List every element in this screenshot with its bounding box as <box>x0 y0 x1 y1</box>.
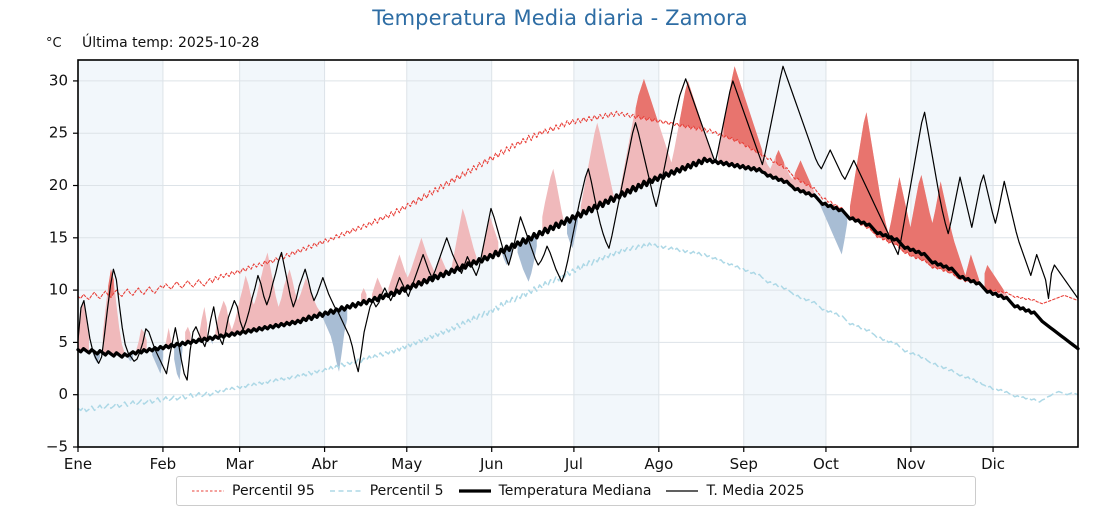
month-background-bands <box>78 60 1078 447</box>
x-tick-label: Feb <box>150 455 177 473</box>
fill-above-median <box>215 252 320 339</box>
x-tick-label: Oct <box>813 455 839 473</box>
legend-label: Percentil 5 <box>369 483 444 499</box>
fill-below-median <box>322 305 348 372</box>
last-temp-label: Última temp: 2025-10-28 <box>82 35 260 51</box>
x-tick-label: Nov <box>896 455 925 473</box>
anomaly-fill-layer <box>78 66 1010 381</box>
legend-label: Percentil 95 <box>232 483 315 499</box>
legend-line-sample <box>192 490 224 492</box>
fill-above-p95 <box>635 78 658 123</box>
legend-item[interactable]: Percentil 5 <box>315 477 444 505</box>
fill-below-median <box>517 233 537 282</box>
axis-tick-labels: −5 0 5 10 15 20 25 30 Ene Feb Mar Abr May Jun Jul Ago Se… <box>46 71 1005 473</box>
fill-above-median <box>165 327 172 348</box>
y-tick-label: 0 <box>58 385 68 403</box>
y-tick-label: 15 <box>49 228 68 246</box>
legend-line-sample <box>666 490 699 492</box>
series-line <box>76 156 1080 359</box>
fill-above-p95 <box>679 80 702 132</box>
fill-above-p95 <box>849 112 980 285</box>
fill-above-p95 <box>723 66 763 157</box>
fill-above-median <box>580 122 614 217</box>
series-line <box>77 242 1079 413</box>
y-tick-label: 5 <box>58 333 68 351</box>
plot-border <box>77 59 1079 448</box>
fill-below-median <box>152 346 164 374</box>
fill-above-median <box>542 168 565 235</box>
x-tick-label: Abr <box>312 455 339 473</box>
month-band <box>743 60 826 447</box>
legend-item[interactable]: T. Media 2025 <box>651 477 804 505</box>
legend-item[interactable]: Temperatura Mediana <box>444 477 652 505</box>
x-tick-label: Jul <box>564 455 583 473</box>
series-line <box>77 110 1079 305</box>
x-tick-label: Dic <box>981 455 1005 473</box>
legend-label: T. Media 2025 <box>706 483 805 499</box>
axis-frame <box>77 59 1079 448</box>
fill-above-p95 <box>795 160 812 189</box>
x-tick-label: May <box>391 455 422 473</box>
x-tick-label: Ago <box>644 455 673 473</box>
fill-above-median <box>198 306 208 342</box>
fill-above-p95 <box>984 265 1004 294</box>
fill-above-median <box>371 277 383 302</box>
y-tick-label: 10 <box>49 281 68 299</box>
fill-above-median <box>388 237 447 297</box>
legend-line-sample <box>329 490 362 492</box>
x-tick-label: Ene <box>64 455 92 473</box>
series-line <box>77 65 1079 381</box>
y-tick-label: 30 <box>49 71 68 89</box>
fill-above-median <box>185 326 191 345</box>
legend-line-sample <box>458 489 491 493</box>
y-tick-label: 20 <box>49 176 68 194</box>
x-tick-label: Mar <box>225 455 254 473</box>
fill-below-median <box>501 244 513 266</box>
month-band <box>993 60 1078 447</box>
legend-item[interactable]: Percentil 95 <box>177 477 315 505</box>
y-axis-unit-label: °C <box>46 36 62 51</box>
fill-below-median <box>819 201 848 255</box>
y-tick-label: 25 <box>49 124 68 142</box>
x-tick-label: Jun <box>479 455 503 473</box>
month-band <box>324 60 407 447</box>
legend-label: Temperatura Mediana <box>498 483 652 499</box>
x-tick-label: Sep <box>730 455 758 473</box>
series-line-layer <box>76 65 1080 413</box>
y-tick-label: −5 <box>46 438 68 456</box>
fill-above-median <box>451 208 477 273</box>
month-band <box>78 60 163 447</box>
chart-legend: Percentil 95 Percentil 5 Temperatura Media… <box>176 476 976 506</box>
page-title: Temperatura Media diaria - Zamora <box>372 6 748 30</box>
month-band <box>162 60 240 447</box>
